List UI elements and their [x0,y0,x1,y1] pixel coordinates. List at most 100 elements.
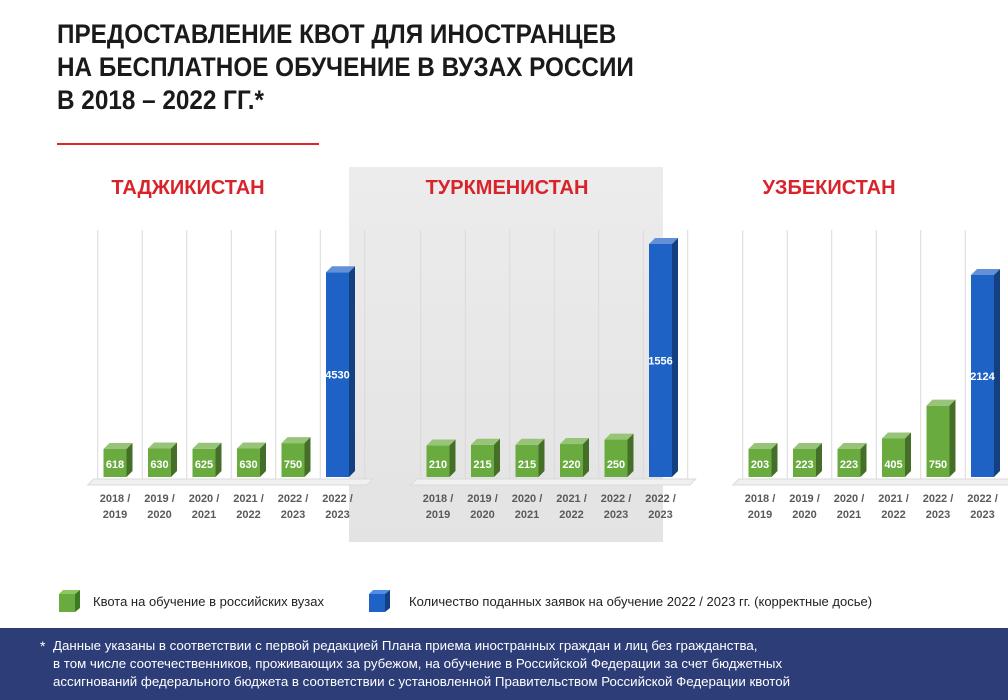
x-tick-label: 2020 / [189,493,220,505]
data-label: 203 [751,459,769,471]
bar-top [971,269,1000,275]
bar [237,442,266,477]
bar-front [471,444,494,477]
bar-side [215,442,222,477]
x-tick-label: 2019 / [789,493,820,505]
bar-top [926,399,956,406]
bar-top [793,443,822,449]
footnote-text: Данные указаны в соответствии с первой р… [53,637,1003,691]
bar-front [326,272,349,477]
data-label: 215 [518,459,536,471]
data-label: 215 [473,459,491,471]
x-tick-label: 2023 [648,509,672,521]
bar [281,437,311,477]
legend-quota: Квота на обучение в российских вузах [59,590,324,612]
bar-top [426,439,456,446]
bar-top [748,443,778,449]
bar-side [304,437,311,477]
bar-side [583,438,589,477]
data-label: 405 [884,459,902,471]
x-tick-label: 2022 [559,509,583,521]
bar-side [171,442,177,477]
footnote: * Данные указаны в соответствии с первой… [0,628,1008,700]
x-tick-label: 2023 [325,509,349,521]
bar-front [748,449,772,477]
x-tick-label: 2023 [281,509,305,521]
bar-front [426,445,450,477]
x-tick-label: 2023 [926,509,950,521]
data-label: 220 [562,459,580,471]
bar-side [905,432,911,477]
bar-front [192,448,216,477]
data-label: 630 [239,459,257,471]
bar-front [560,444,583,477]
bar-side [538,438,545,477]
chart-title: ТАДЖИКИСТАН [111,177,264,199]
bar-front [649,244,672,477]
bar-side [260,442,266,477]
data-label: 750 [284,459,302,471]
bar-front [281,443,305,477]
bar-front [971,275,994,477]
data-label: 223 [795,459,813,471]
data-label: 2124 [970,371,995,383]
bar-front [837,449,861,477]
data-label: 4530 [325,370,349,382]
bar-top [837,443,867,449]
x-tick-label: 2018 / [745,493,776,505]
bar [515,438,545,477]
footnote-line-1: Данные указаны в соответствии с первой р… [53,638,758,653]
x-tick-label: 2019 / [144,493,175,505]
chart-title: ТУРКМЕНИСТАН [426,177,589,199]
bar [192,442,222,477]
x-tick-label: 2022 / [967,493,998,505]
x-tick-label: 2020 / [512,493,543,505]
bar [148,442,177,477]
title-underline [57,143,319,145]
charts-area: ТАДЖИКИСТАН 618 2018 / 2019 630 2019 / 2020 625… [86,177,1008,521]
x-tick-label: 2019 [103,509,127,521]
x-tick-label: 2022 / [322,493,353,505]
footnote-line-2: в том числе соотечественников, проживающ… [53,656,783,671]
bar-top [604,433,634,440]
bar [471,438,500,477]
bar-side [994,269,1000,477]
legend-swatch-quota [59,590,81,612]
bar-side [672,238,678,477]
x-tick-label: 2022 / [601,493,632,505]
bar [926,399,956,477]
x-tick-label: 2022 [236,509,260,521]
x-tick-label: 2019 [426,509,450,521]
bar [748,443,778,477]
legend-label-applications: Количество поданных заявок на обучение 2… [409,593,873,609]
x-tick-label: 2021 [837,509,861,521]
bar [426,439,456,477]
x-tick-label: 2021 / [878,493,909,505]
bar-front [882,438,905,477]
x-tick-label: 2022 / [278,493,309,505]
bar-top [326,266,355,273]
x-tick-label: 2023 [604,509,628,521]
bar-side [449,439,456,477]
bar-top [103,443,133,449]
title-line-1: ПРЕДОСТАВЛЕНИЕ КВОТ ДЛЯ ИНОСТРАНЦЕВ [57,19,617,49]
x-tick-label: 2021 [192,509,216,521]
legend-label-quota: Квота на обучение в российских вузах [93,593,324,609]
chart-title: УЗБЕКИСТАН [762,177,895,199]
footnote-star: * [40,638,46,654]
bar [103,443,133,477]
legend-swatch-applications [369,590,391,612]
chart-2: ТУРКМЕНИСТАН 210 2018 / 2019 215 2019 / 2020 21… [409,177,697,521]
x-tick-label: 2020 [147,509,171,521]
bar-top [560,438,589,445]
bar-side [349,266,355,477]
x-tick-label: 2021 [515,509,539,521]
bar-side [816,443,822,477]
bar-side [494,438,500,477]
title-line-3: В 2018 – 2022 ГГ.* [57,85,264,115]
bar-top [649,238,678,244]
data-label: 250 [607,459,625,471]
bar-top [281,437,311,444]
bar [793,443,822,477]
bar [560,438,589,477]
